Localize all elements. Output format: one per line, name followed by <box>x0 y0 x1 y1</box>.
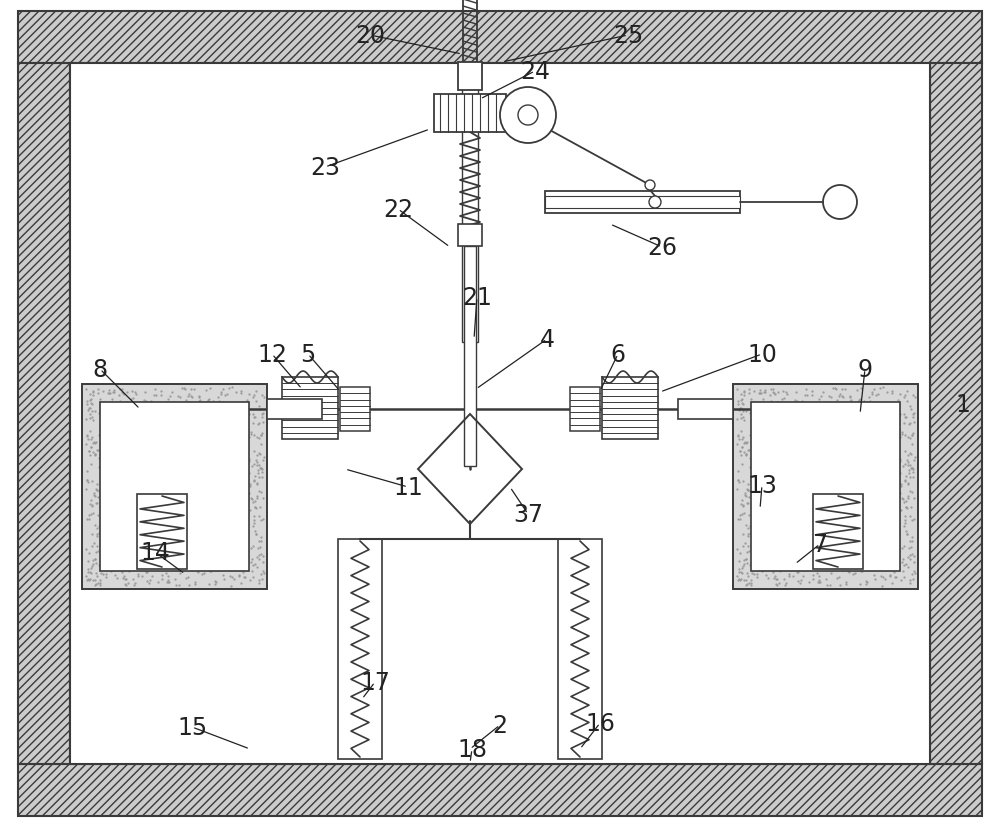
Bar <box>813 494 863 570</box>
Text: 8: 8 <box>92 358 108 382</box>
Text: 24: 24 <box>520 60 550 84</box>
Bar <box>282 378 338 440</box>
Text: 12: 12 <box>257 343 287 367</box>
Bar <box>570 388 600 431</box>
Text: 17: 17 <box>360 670 390 694</box>
Text: 5: 5 <box>300 343 316 367</box>
Text: 20: 20 <box>355 24 385 48</box>
Bar <box>545 197 740 209</box>
Bar <box>18 764 982 816</box>
Text: 11: 11 <box>393 475 423 499</box>
Bar <box>464 247 476 466</box>
Bar <box>733 384 918 590</box>
Text: 9: 9 <box>858 358 872 382</box>
Bar <box>458 224 482 247</box>
Bar <box>751 402 900 571</box>
Text: 2: 2 <box>493 713 508 737</box>
Text: 37: 37 <box>513 503 543 527</box>
Bar <box>137 494 187 570</box>
Text: 14: 14 <box>140 541 170 565</box>
Bar <box>267 400 322 420</box>
Text: 18: 18 <box>457 737 487 761</box>
Bar <box>930 64 982 764</box>
Bar <box>458 63 482 91</box>
Bar <box>18 12 982 64</box>
Circle shape <box>823 185 857 219</box>
Circle shape <box>649 197 661 209</box>
Text: 1: 1 <box>956 392 970 416</box>
Text: 23: 23 <box>310 156 340 180</box>
Circle shape <box>518 106 538 126</box>
Text: 26: 26 <box>647 236 677 260</box>
Bar <box>678 400 733 420</box>
Bar <box>340 388 370 431</box>
Bar <box>338 539 382 759</box>
Text: 25: 25 <box>613 24 643 48</box>
Text: 22: 22 <box>383 198 413 222</box>
Circle shape <box>500 88 556 144</box>
Bar <box>18 64 70 764</box>
Text: 21: 21 <box>462 286 492 310</box>
Bar <box>462 63 478 343</box>
Text: 4: 4 <box>540 328 554 352</box>
Bar <box>558 539 602 759</box>
Text: 15: 15 <box>177 715 207 739</box>
Bar <box>100 402 249 571</box>
Bar <box>434 95 506 132</box>
Text: 16: 16 <box>585 711 615 735</box>
Bar <box>545 192 740 214</box>
Text: 13: 13 <box>747 474 777 498</box>
Text: 10: 10 <box>747 343 777 367</box>
Bar <box>70 64 930 764</box>
Bar <box>602 378 658 440</box>
Bar <box>82 384 267 590</box>
Text: 6: 6 <box>610 343 626 367</box>
Circle shape <box>645 181 655 190</box>
Text: 7: 7 <box>812 532 828 556</box>
